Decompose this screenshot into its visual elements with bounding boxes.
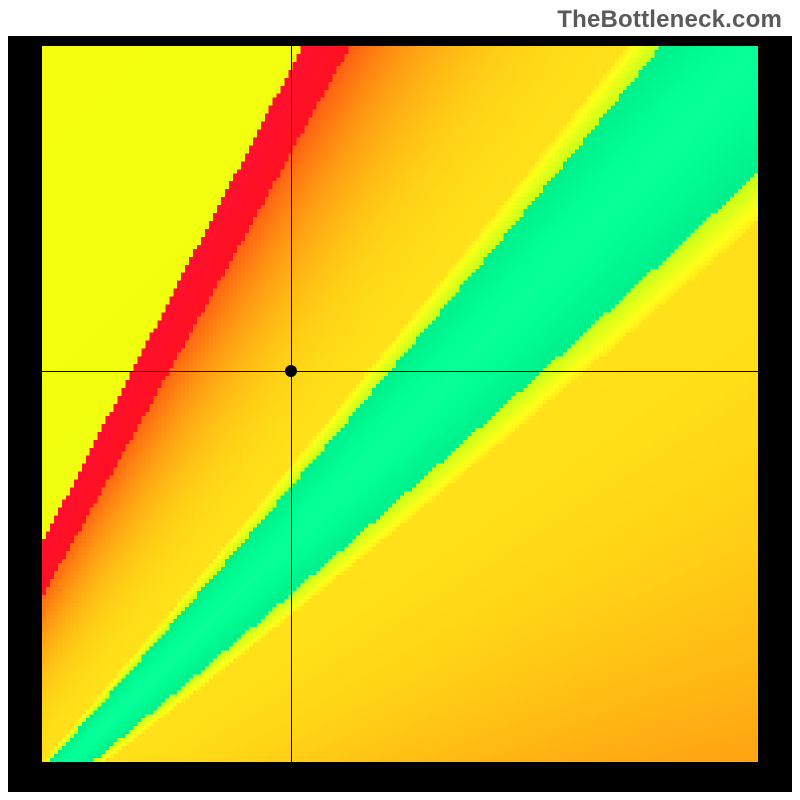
watermark-text: TheBottleneck.com — [557, 6, 782, 34]
chart-container: TheBottleneck.com — [0, 0, 800, 800]
crosshair-vertical — [291, 46, 292, 762]
crosshair-horizontal — [42, 371, 758, 372]
bottleneck-heatmap — [42, 46, 758, 762]
